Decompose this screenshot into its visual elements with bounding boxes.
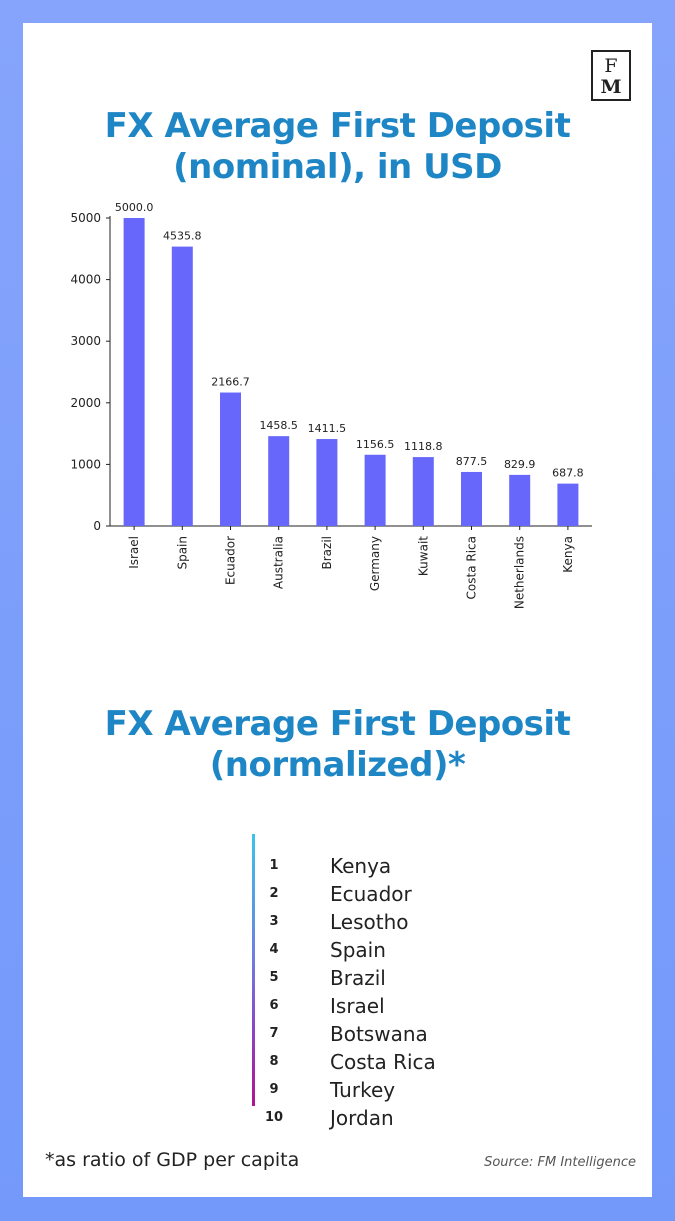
rank-number: 2 xyxy=(269,886,279,901)
bar-chart-title: FX Average First Deposit (nominal), in U… xyxy=(23,106,652,188)
rank-country: Ecuador xyxy=(330,882,412,906)
bar-value-label: 1458.5 xyxy=(259,419,298,432)
x-tick-label: Australia xyxy=(272,536,286,589)
rank-row: 5 Brazil xyxy=(252,966,552,994)
bar-value-label: 2166.7 xyxy=(211,376,250,389)
rank-country: Botswana xyxy=(330,1022,428,1046)
rank-number: 6 xyxy=(269,998,279,1013)
x-tick-label: Netherlands xyxy=(513,536,527,609)
rank-number: 7 xyxy=(269,1026,279,1041)
bar-value-label: 1156.5 xyxy=(356,438,395,451)
rank-country: Spain xyxy=(330,938,386,962)
rank-number: 4 xyxy=(269,942,279,957)
bar-chart-title-line-1: FX Average First Deposit xyxy=(104,106,571,146)
rank-country: Lesotho xyxy=(330,910,409,934)
y-tick-label: 1000 xyxy=(70,457,101,471)
y-tick-label: 3000 xyxy=(70,334,101,348)
bar-brazil xyxy=(316,439,338,526)
ranking-gradient-bar xyxy=(252,834,255,1106)
x-tick-label: Israel xyxy=(127,536,141,569)
y-tick-label: 0 xyxy=(93,519,101,533)
bar-value-label: 1411.5 xyxy=(308,422,347,435)
logo-letter-f: F xyxy=(604,55,618,77)
bar-value-label: 877.5 xyxy=(456,455,488,468)
x-tick-label: Costa Rica xyxy=(465,536,479,599)
rank-country: Turkey xyxy=(330,1078,396,1102)
ranking-title-line-1: FX Average First Deposit xyxy=(104,704,571,744)
bar-value-label: 829.9 xyxy=(504,458,536,471)
rank-row: 8 Costa Rica xyxy=(252,1050,552,1078)
bar-chart: 0 1000 2000 3000 4000 5000 5000.0 Israel 4535.8 S… xyxy=(70,201,592,609)
bar-spain xyxy=(171,246,193,526)
footnote: *as ratio of GDP per capita xyxy=(45,1149,300,1171)
y-tick-label: 5000 xyxy=(70,211,101,225)
rank-number: 5 xyxy=(269,970,279,985)
rank-country: Kenya xyxy=(330,854,392,878)
y-tick-label: 4000 xyxy=(70,273,101,287)
rank-number: 10 xyxy=(264,1110,284,1125)
bar-value-label: 1118.8 xyxy=(404,440,443,453)
rank-row: 2 Ecuador xyxy=(252,882,552,910)
rank-country: Israel xyxy=(330,994,385,1018)
rank-row: 9 Turkey xyxy=(252,1078,552,1106)
bar-value-label: 4535.8 xyxy=(163,230,202,243)
rank-row: 10 Jordan xyxy=(252,1106,552,1134)
bar-value-label: 5000.0 xyxy=(115,201,154,214)
ranking-title: FX Average First Deposit (normalized)* xyxy=(23,704,652,786)
rank-country: Costa Rica xyxy=(330,1050,436,1074)
y-tick-label: 2000 xyxy=(70,396,101,410)
rank-number: 8 xyxy=(269,1054,279,1069)
rank-row: 7 Botswana xyxy=(252,1022,552,1050)
rank-row: 3 Lesotho xyxy=(252,910,552,938)
infographic-card: F M FX Average First Deposit (nominal), … xyxy=(23,23,652,1197)
rank-number: 3 xyxy=(269,914,279,929)
bar-australia xyxy=(268,436,290,526)
rank-number: 1 xyxy=(269,858,279,873)
rank-country: Brazil xyxy=(330,966,386,990)
rank-country: Jordan xyxy=(330,1106,394,1130)
rank-row: 4 Spain xyxy=(252,938,552,966)
bar-israel xyxy=(123,218,145,526)
bar-value-label: 687.8 xyxy=(552,467,584,480)
bar-kenya xyxy=(557,483,579,526)
logo-letter-m: M xyxy=(600,76,622,98)
x-tick-label: Brazil xyxy=(320,536,334,570)
bar-chart-title-line-2: (nominal), in USD xyxy=(173,147,502,187)
bar-ecuador xyxy=(220,392,241,526)
x-tick-label: Spain xyxy=(175,536,189,570)
x-tick-label: Kuwait xyxy=(416,536,430,576)
bar-germany xyxy=(364,454,386,526)
ranking-title-line-2: (normalized)* xyxy=(209,745,466,785)
rank-row: 6 Israel xyxy=(252,994,552,1022)
rank-row: 1 Kenya xyxy=(252,854,552,882)
bar-costa-rica xyxy=(461,471,482,526)
bar-netherlands xyxy=(509,474,531,526)
x-tick-label: Germany xyxy=(368,536,382,591)
source-credit: Source: FM Intelligence xyxy=(484,1155,636,1170)
x-tick-label: Ecuador xyxy=(224,536,238,585)
x-tick-label: Kenya xyxy=(561,536,575,573)
rank-number: 9 xyxy=(269,1082,279,1097)
bar-kuwait xyxy=(412,457,434,526)
fm-logo: F M xyxy=(591,50,631,101)
